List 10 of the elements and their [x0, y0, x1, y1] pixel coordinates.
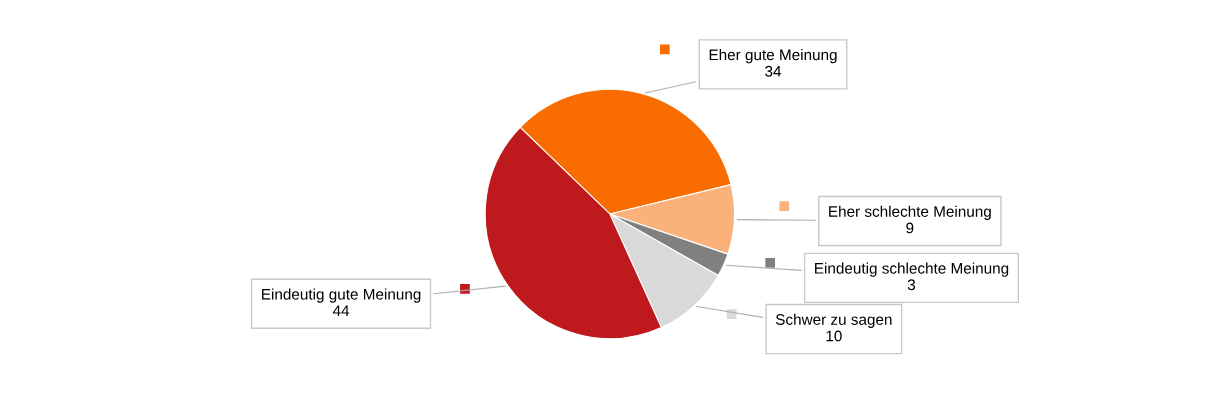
- slice-label: Eindeutig gute Meinung: [262, 288, 421, 303]
- data-label: 3: [907, 279, 916, 291]
- slice-label: Eher schlechte Meinung: [829, 205, 991, 220]
- slice-label: Eher gute Meinung: [709, 49, 837, 64]
- data-label: 34: [765, 65, 782, 77]
- data-label: 10: [826, 330, 842, 342]
- data-label: 9: [906, 222, 914, 234]
- data-label: 44: [332, 305, 350, 316]
- slice-label: Eindeutig schlechte Meinung: [815, 262, 1009, 277]
- slice-label: Schwer zu sagen: [775, 313, 892, 328]
